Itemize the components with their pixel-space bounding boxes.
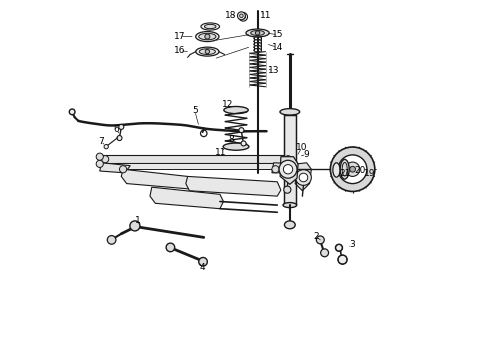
Circle shape	[295, 170, 311, 185]
Circle shape	[130, 221, 140, 231]
Circle shape	[317, 236, 324, 244]
Text: 14: 14	[271, 43, 283, 52]
Text: 16: 16	[174, 46, 186, 55]
Ellipse shape	[283, 203, 296, 208]
Circle shape	[239, 128, 244, 133]
Circle shape	[117, 135, 122, 140]
Text: 11: 11	[260, 10, 271, 19]
Text: 5: 5	[192, 106, 197, 115]
Polygon shape	[100, 163, 130, 173]
Circle shape	[101, 156, 109, 163]
Ellipse shape	[96, 160, 103, 167]
Ellipse shape	[251, 31, 265, 36]
Polygon shape	[272, 163, 299, 173]
Polygon shape	[150, 187, 223, 209]
Text: 9: 9	[304, 150, 310, 159]
Circle shape	[69, 109, 75, 115]
Circle shape	[299, 173, 308, 182]
Circle shape	[238, 12, 245, 20]
Text: 13: 13	[268, 66, 279, 75]
Text: 4: 4	[200, 263, 205, 272]
Circle shape	[338, 155, 367, 184]
Ellipse shape	[342, 162, 347, 176]
Text: 18: 18	[225, 11, 236, 20]
Circle shape	[107, 235, 116, 244]
Ellipse shape	[285, 221, 295, 229]
Ellipse shape	[246, 29, 269, 37]
Circle shape	[345, 162, 360, 176]
Circle shape	[239, 13, 247, 21]
Circle shape	[255, 31, 260, 35]
Polygon shape	[120, 163, 274, 169]
Circle shape	[338, 255, 347, 264]
Ellipse shape	[223, 143, 249, 150]
Text: 21: 21	[339, 169, 350, 178]
Circle shape	[320, 249, 329, 257]
Circle shape	[240, 14, 243, 18]
Circle shape	[205, 49, 210, 54]
Ellipse shape	[280, 109, 300, 115]
Text: 7: 7	[98, 137, 104, 146]
Circle shape	[241, 15, 245, 19]
Ellipse shape	[196, 47, 219, 56]
Circle shape	[335, 244, 343, 251]
Text: 1: 1	[135, 216, 140, 225]
Text: 6: 6	[114, 125, 120, 134]
Circle shape	[199, 257, 207, 266]
Text: 17: 17	[174, 32, 186, 41]
Ellipse shape	[333, 163, 340, 177]
Polygon shape	[186, 176, 281, 196]
Text: 15: 15	[272, 30, 284, 39]
Text: 11: 11	[215, 148, 226, 157]
Circle shape	[119, 125, 124, 130]
Ellipse shape	[199, 33, 216, 40]
Ellipse shape	[340, 159, 349, 179]
Text: 10: 10	[296, 143, 307, 152]
Circle shape	[285, 156, 292, 163]
Ellipse shape	[201, 23, 220, 30]
Polygon shape	[280, 157, 298, 184]
Text: 19: 19	[364, 169, 375, 178]
Circle shape	[272, 166, 279, 173]
Ellipse shape	[224, 107, 248, 114]
Ellipse shape	[196, 32, 219, 41]
Text: 8: 8	[228, 135, 234, 144]
Circle shape	[284, 186, 291, 193]
Circle shape	[120, 166, 126, 173]
Ellipse shape	[96, 153, 103, 160]
Circle shape	[205, 34, 210, 39]
Text: 20: 20	[355, 166, 366, 175]
Text: 2: 2	[313, 232, 319, 241]
Ellipse shape	[290, 160, 297, 167]
Text: 3: 3	[349, 240, 355, 249]
Circle shape	[166, 243, 175, 252]
Text: 12: 12	[222, 100, 233, 109]
Circle shape	[330, 147, 375, 192]
Circle shape	[350, 166, 355, 172]
Polygon shape	[295, 163, 311, 191]
Polygon shape	[101, 155, 295, 163]
Circle shape	[283, 165, 293, 174]
Polygon shape	[284, 116, 295, 205]
Ellipse shape	[204, 24, 216, 29]
Circle shape	[279, 160, 297, 178]
Ellipse shape	[199, 49, 216, 54]
Circle shape	[241, 141, 246, 146]
Circle shape	[104, 144, 108, 149]
Polygon shape	[122, 169, 195, 189]
